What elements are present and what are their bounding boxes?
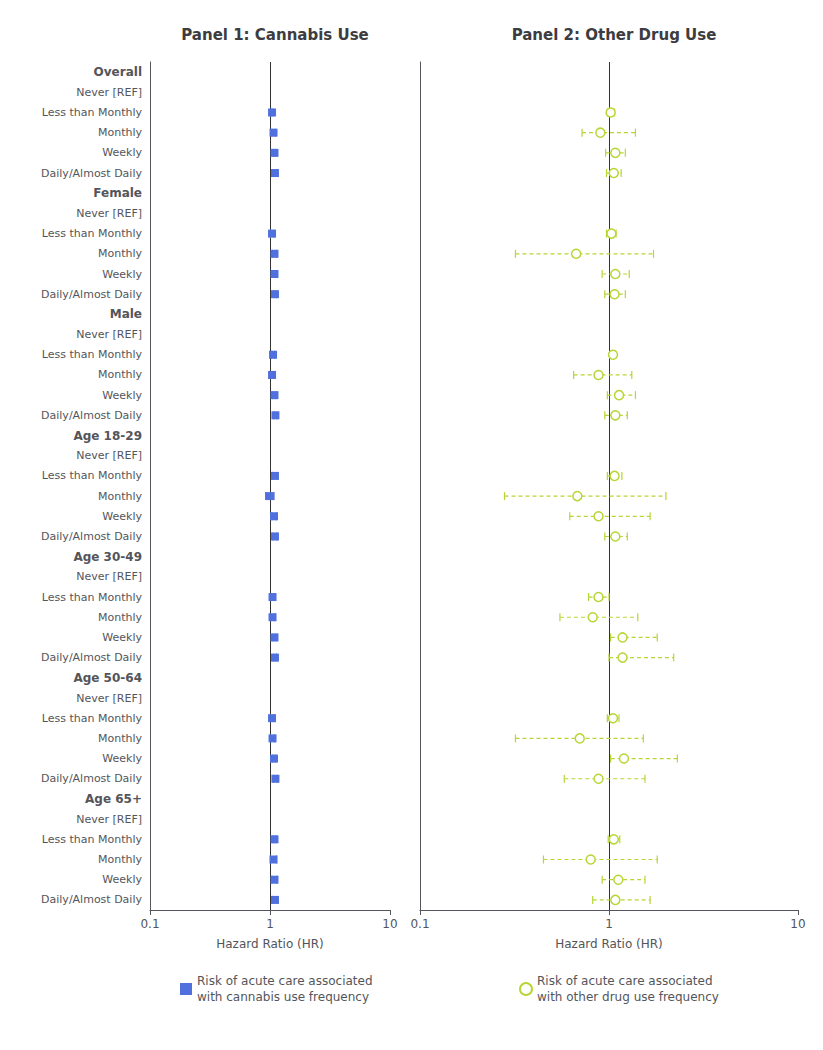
svg-text:Less than Monthly: Less than Monthly [42, 106, 143, 119]
svg-text:Daily/Almost Daily: Daily/Almost Daily [41, 530, 142, 543]
svg-text:Female: Female [93, 186, 142, 200]
svg-text:Less than Monthly: Less than Monthly [42, 227, 143, 240]
svg-text:Hazard Ratio (HR): Hazard Ratio (HR) [216, 937, 324, 951]
svg-text:Weekly: Weekly [102, 146, 142, 159]
svg-text:Monthly: Monthly [98, 368, 143, 381]
svg-text:Never [REF]: Never [REF] [76, 449, 142, 462]
svg-text:Panel 1: Cannabis Use: Panel 1: Cannabis Use [181, 26, 369, 44]
svg-text:Age 50-64: Age 50-64 [73, 671, 142, 685]
svg-text:10: 10 [382, 917, 397, 931]
svg-text:Never [REF]: Never [REF] [76, 86, 142, 99]
svg-text:Monthly: Monthly [98, 853, 143, 866]
svg-text:1: 1 [605, 917, 613, 931]
svg-text:Weekly: Weekly [102, 631, 142, 644]
svg-text:Daily/Almost Daily: Daily/Almost Daily [41, 409, 142, 422]
svg-text:1: 1 [266, 917, 274, 931]
svg-text:Never [REF]: Never [REF] [76, 813, 142, 826]
svg-text:Risk of acute care associated: Risk of acute care associated [537, 974, 713, 988]
svg-text:Monthly: Monthly [98, 611, 143, 624]
svg-text:Weekly: Weekly [102, 873, 142, 886]
svg-text:Less than Monthly: Less than Monthly [42, 833, 143, 846]
svg-text:Panel 2: Other Drug Use: Panel 2: Other Drug Use [512, 26, 717, 44]
svg-text:Less than Monthly: Less than Monthly [42, 591, 143, 604]
svg-text:10: 10 [790, 917, 805, 931]
svg-text:Hazard Ratio (HR): Hazard Ratio (HR) [555, 937, 663, 951]
svg-text:Never [REF]: Never [REF] [76, 328, 142, 341]
svg-text:Age 65+: Age 65+ [85, 792, 142, 806]
svg-text:Weekly: Weekly [102, 389, 142, 402]
svg-text:with cannabis use frequency: with cannabis use frequency [197, 990, 369, 1004]
svg-text:Male: Male [110, 307, 142, 321]
svg-text:Weekly: Weekly [102, 510, 142, 523]
svg-text:Monthly: Monthly [98, 732, 143, 745]
svg-text:Less than Monthly: Less than Monthly [42, 469, 143, 482]
svg-text:Age 18-29: Age 18-29 [73, 429, 142, 443]
svg-text:Monthly: Monthly [98, 247, 143, 260]
svg-text:Daily/Almost Daily: Daily/Almost Daily [41, 772, 142, 785]
svg-text:Monthly: Monthly [98, 490, 143, 503]
svg-text:Risk of acute care associated: Risk of acute care associated [197, 974, 373, 988]
svg-text:0.1: 0.1 [410, 917, 429, 931]
svg-text:Never [REF]: Never [REF] [76, 207, 142, 220]
svg-text:Daily/Almost Daily: Daily/Almost Daily [41, 288, 142, 301]
svg-text:with other drug use frequency: with other drug use frequency [537, 990, 719, 1004]
svg-text:Never [REF]: Never [REF] [76, 692, 142, 705]
svg-text:Weekly: Weekly [102, 268, 142, 281]
svg-text:Less than Monthly: Less than Monthly [42, 712, 143, 725]
svg-text:Daily/Almost Daily: Daily/Almost Daily [41, 167, 142, 180]
svg-text:Weekly: Weekly [102, 752, 142, 765]
svg-text:0.1: 0.1 [140, 917, 159, 931]
svg-text:Daily/Almost Daily: Daily/Almost Daily [41, 651, 142, 664]
svg-text:Never [REF]: Never [REF] [76, 570, 142, 583]
svg-text:Monthly: Monthly [98, 126, 143, 139]
svg-text:Overall: Overall [94, 65, 142, 79]
svg-text:Age 30-49: Age 30-49 [73, 550, 142, 564]
svg-text:Less than Monthly: Less than Monthly [42, 348, 143, 361]
svg-text:Daily/Almost Daily: Daily/Almost Daily [41, 893, 142, 906]
